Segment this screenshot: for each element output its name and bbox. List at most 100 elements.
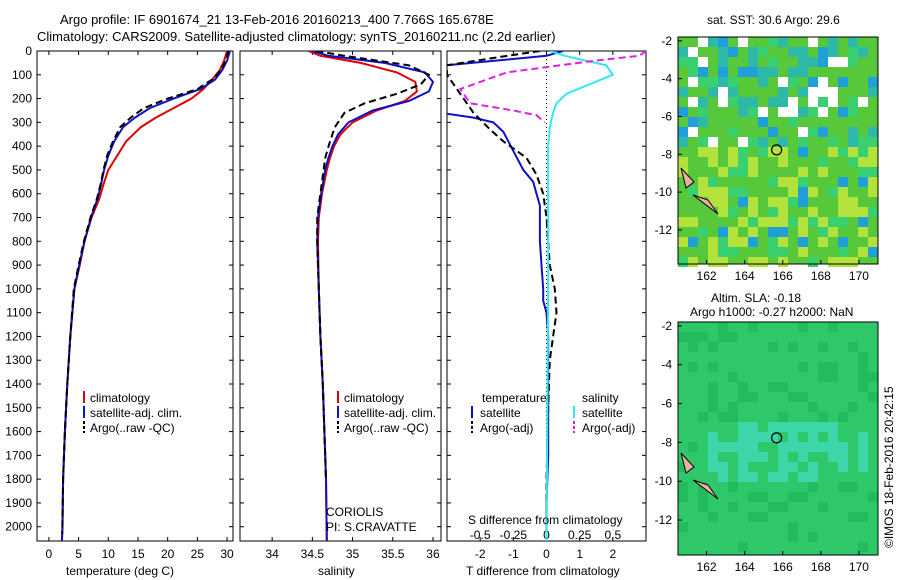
map-cell xyxy=(798,392,808,402)
map-cell xyxy=(838,107,848,117)
map-cell xyxy=(868,177,878,187)
map-cell xyxy=(828,422,838,432)
salinity-legend: climatology satellite-adj. clim. Argo(..… xyxy=(326,391,436,534)
map-cell xyxy=(728,97,738,107)
map-cell xyxy=(708,157,718,167)
map-cell xyxy=(848,342,858,352)
map-cell xyxy=(738,147,748,157)
map-cell xyxy=(858,542,868,552)
map-cell xyxy=(798,87,808,97)
map-cell xyxy=(728,47,738,57)
map-cell xyxy=(698,147,708,157)
map-cell xyxy=(818,57,828,67)
map-cell xyxy=(748,492,758,502)
map-cell xyxy=(758,137,768,147)
map-cell xyxy=(818,372,828,382)
y-tick-label: -10 xyxy=(655,474,673,488)
map-cell xyxy=(738,237,748,247)
map-cell xyxy=(748,322,758,332)
map-cell xyxy=(818,77,828,87)
y-tick-label: -8 xyxy=(661,147,672,161)
y-tick-label: -2 xyxy=(661,34,672,48)
x-tick-label: -2 xyxy=(475,547,486,561)
y-tick-label: 1400 xyxy=(5,377,32,391)
map-cell xyxy=(708,177,718,187)
map-cell xyxy=(758,147,768,157)
map-cell xyxy=(768,97,778,107)
map-cell xyxy=(688,187,698,197)
map-cell xyxy=(808,402,818,412)
map-cell xyxy=(768,57,778,67)
map-cell xyxy=(748,227,758,237)
x-tick-label: 0 xyxy=(543,547,550,561)
map-cell xyxy=(718,57,728,67)
y-tick-label: -4 xyxy=(661,72,672,86)
map-cell xyxy=(728,442,738,452)
x-tick-label: 34.5 xyxy=(301,547,325,561)
map-cell xyxy=(678,127,688,137)
salinity-panel: 34 34.5 35 35.5 36 xyxy=(239,50,442,561)
map-cell xyxy=(758,117,768,127)
sla-map-subtitle: Argo h1000: -0.27 h2000: NaN xyxy=(690,305,853,319)
map-cell xyxy=(778,147,788,157)
map-cell xyxy=(768,197,778,207)
y-tick-label: -12 xyxy=(655,513,673,527)
map-cell xyxy=(748,392,758,402)
map-cell xyxy=(748,512,758,522)
map-cell xyxy=(868,492,878,502)
map-cell xyxy=(738,422,748,432)
map-cell xyxy=(818,442,828,452)
map-cell xyxy=(798,362,808,372)
map-cell xyxy=(788,342,798,352)
map-cell xyxy=(788,442,798,452)
y-tick-label: 300 xyxy=(12,115,32,129)
map-cell xyxy=(868,207,878,217)
map-cell xyxy=(738,67,748,77)
map-cell xyxy=(758,67,768,77)
y-tick-label: -8 xyxy=(661,435,672,449)
x-tick-label: 164 xyxy=(735,269,755,283)
map-cell xyxy=(868,127,878,137)
map-cell xyxy=(778,137,788,147)
x-tick-label: 35 xyxy=(346,547,360,561)
map-cell xyxy=(768,382,778,392)
difference-panel: -2 -1 0 1 2-0.5 -0.25 0 0.25 0.5 xyxy=(446,50,647,561)
map-cell xyxy=(838,207,848,217)
map-cell xyxy=(728,227,738,237)
map-cell xyxy=(798,472,808,482)
map-cell xyxy=(778,422,788,432)
y-tick-label: 800 xyxy=(12,234,32,248)
map-cell xyxy=(768,502,778,512)
sla-map: 162 164 166 168 170 -2 -4 -6 -8 -10 -12 xyxy=(655,319,879,574)
map-cell xyxy=(708,77,718,87)
map-cell xyxy=(868,77,878,87)
map-cell xyxy=(858,452,868,462)
y-tick-label: 2000 xyxy=(5,520,32,534)
difference-legend: temperature satellite Argo(-adj) salinit… xyxy=(468,391,635,527)
map-cell xyxy=(748,157,758,167)
map-cell xyxy=(858,362,868,372)
map-frame xyxy=(677,36,879,265)
map-cell xyxy=(868,247,878,257)
map-cell xyxy=(788,67,798,77)
y-tick-label: 1500 xyxy=(5,401,32,415)
map-cell xyxy=(778,442,788,452)
map-cell xyxy=(838,462,848,472)
map-cell xyxy=(678,157,688,167)
map-cell xyxy=(818,167,828,177)
map-cell xyxy=(818,422,828,432)
map-cell xyxy=(688,117,698,127)
series-line xyxy=(458,51,646,124)
map-cell xyxy=(808,482,818,492)
map-cell xyxy=(838,197,848,207)
map-cell xyxy=(788,107,798,117)
map-cell xyxy=(778,207,788,217)
map-cell xyxy=(718,187,728,197)
map-cell xyxy=(748,432,758,442)
map-cell xyxy=(778,382,788,392)
map-cell xyxy=(818,47,828,57)
legend-label-s-argo: Argo(-adj) xyxy=(582,421,635,435)
map-cell xyxy=(768,147,778,157)
map-cell xyxy=(828,442,838,452)
map-cell xyxy=(688,332,698,342)
